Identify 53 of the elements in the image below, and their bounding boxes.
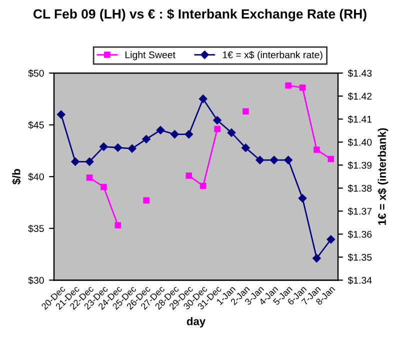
point (198, 94, 208, 103)
point (312, 254, 321, 262)
y2-tick-label: $1.43 (348, 69, 372, 78)
point (285, 82, 292, 89)
point (114, 143, 122, 152)
y-axis-title: $/b (12, 169, 22, 184)
y2-axis-title: 1€ = x$ (interbank) (378, 128, 388, 225)
y2-tick-label: $1.35 (348, 253, 372, 262)
legend-label: 1€ = x$ (interbank rate) (222, 50, 322, 60)
y2-tick-label: $1.40 (348, 138, 372, 146)
y2-tick-label: $1.37 (348, 207, 372, 216)
point (86, 174, 93, 181)
point (284, 156, 292, 164)
point (100, 142, 108, 151)
point (114, 222, 122, 228)
y2-tick-label: $1.41 (348, 115, 372, 124)
point (170, 130, 179, 138)
chart-title: CL Feb 09 (LH) vs € : $ Interbank Exchange Rate (RH) (34, 8, 366, 22)
point (186, 172, 192, 179)
point (270, 156, 278, 164)
y2-tick-label: $1.39 (348, 161, 372, 170)
point (71, 158, 80, 166)
point (85, 158, 94, 166)
point (56, 110, 66, 119)
point (184, 130, 194, 138)
point (326, 235, 336, 244)
point (299, 84, 306, 91)
point (328, 156, 334, 162)
point (200, 182, 206, 190)
y-tick-label: $30 (28, 276, 44, 284)
y-tick-label: $45 (28, 121, 44, 130)
point (213, 116, 222, 124)
point (128, 144, 136, 153)
legend-label: Light Sweet (125, 51, 176, 60)
point (143, 197, 150, 204)
x-axis-title: day (186, 317, 206, 328)
y2-tick-label: $1.34 (348, 276, 372, 284)
point (314, 146, 320, 153)
point (298, 194, 307, 202)
point (214, 126, 220, 132)
point (156, 126, 165, 134)
y2-tick-label: $1.36 (348, 230, 372, 238)
y2-tick-label: $1.38 (348, 184, 372, 192)
y-tick-label: $40 (28, 172, 44, 181)
point (100, 184, 107, 190)
y2-tick-label: $1.42 (348, 92, 372, 100)
point (242, 144, 250, 152)
point (142, 134, 150, 144)
y-tick-label: $35 (28, 224, 44, 233)
y-tick-label: $50 (28, 69, 44, 78)
point (256, 156, 264, 164)
point (227, 128, 236, 137)
point (242, 108, 249, 115)
